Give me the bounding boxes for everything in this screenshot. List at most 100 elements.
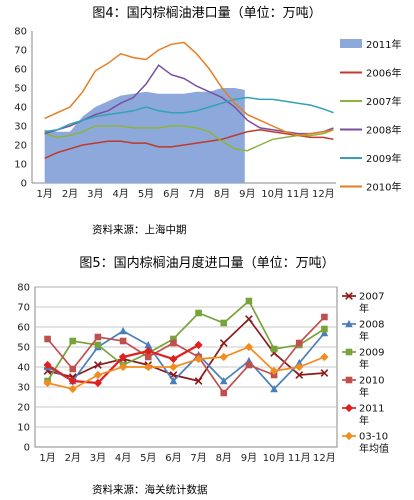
- data-point: [169, 376, 178, 385]
- series-line-2008年: [47, 330, 326, 391]
- legend-label: 2011: [359, 404, 384, 415]
- data-point: [295, 362, 304, 372]
- legend-label: 2006年: [366, 67, 401, 80]
- data-point: [244, 342, 254, 352]
- x-tick-label: 6月: [163, 188, 179, 200]
- chart-title: 图4：国内棕榈油港口量（单位：万吨）: [92, 6, 322, 21]
- data-point: [320, 328, 329, 337]
- data-point: [219, 376, 228, 385]
- chart-source: 资料来源：上海中期: [92, 224, 187, 236]
- data-point: [345, 376, 353, 384]
- x-tick-label: 10月: [261, 188, 284, 200]
- data-point: [170, 335, 177, 343]
- x-tick-label: 4月: [112, 188, 128, 200]
- x-tick-label: 5月: [140, 452, 156, 464]
- data-point: [194, 354, 203, 364]
- data-point: [194, 377, 203, 385]
- data-point: [219, 339, 228, 347]
- legend-label-cont: 年: [359, 386, 369, 399]
- legend-label: 03-10: [359, 432, 388, 443]
- data-point: [270, 345, 278, 353]
- y-tick-label: 40: [17, 363, 30, 374]
- data-point: [169, 362, 178, 372]
- chart-title: 图5：国内棕榈油月度进口量（单位：万吨）: [79, 256, 335, 271]
- legend-label-cont: 年均值: [359, 442, 389, 455]
- x-tick-label: 9月: [241, 452, 257, 464]
- legend-label-cont: 年: [359, 330, 369, 343]
- data-point: [43, 360, 52, 370]
- data-point: [295, 371, 304, 379]
- y-tick-label: 10: [14, 160, 27, 171]
- x-tick-label: 11月: [288, 452, 311, 464]
- data-point: [93, 370, 103, 380]
- data-point: [245, 297, 253, 305]
- port-inventory-chart: 0 10 20 30 40 50 60 70 80 1月 2月 3月 4月 5月 6月 7月 8月 9月 10月 11…: [14, 27, 401, 201]
- y-tick-label: 30: [17, 383, 30, 394]
- data-point: [219, 352, 228, 362]
- chart-source: 资料来源：海关统计数据: [92, 484, 208, 496]
- data-point: [69, 337, 77, 345]
- y-tick-label: 20: [14, 141, 27, 152]
- data-point: [144, 346, 153, 356]
- chart-panel-monthly-imports: 图5：国内棕榈油月度进口量（单位：万吨） 0 10 20 30 40 50 60 70 80 1月…: [0, 250, 414, 500]
- data-point: [68, 384, 77, 394]
- data-point: [144, 353, 152, 361]
- legend-label: 2010: [359, 376, 384, 387]
- series-line-2007年: [44, 125, 334, 152]
- y-tick-label: 70: [17, 303, 30, 314]
- data-point: [94, 361, 102, 369]
- data-point: [118, 362, 128, 372]
- data-point: [94, 333, 102, 341]
- data-point: [144, 362, 153, 372]
- x-tick-label: 3月: [87, 188, 103, 200]
- y-tick-label: 20: [17, 403, 30, 414]
- x-tick-label: 1月: [39, 452, 55, 464]
- x-tick-label: 6月: [165, 452, 181, 464]
- data-point: [320, 369, 329, 377]
- data-point: [220, 319, 228, 327]
- y-tick-label: 50: [17, 343, 30, 354]
- data-point: [295, 358, 304, 367]
- y-tick-label: 60: [14, 65, 27, 76]
- x-tick-label: 1月: [36, 188, 52, 200]
- x-tick-label: 8月: [214, 188, 230, 200]
- series-line-2010年: [44, 41, 334, 137]
- series-line-2007年: [47, 317, 325, 382]
- data-point: [320, 352, 329, 362]
- data-point: [269, 366, 279, 376]
- data-point: [295, 339, 303, 347]
- series-line-2009年: [46, 299, 325, 382]
- series-line-03-10年均值: [47, 346, 325, 390]
- data-point: [169, 354, 178, 364]
- data-point: [119, 337, 127, 345]
- y-tick-label: 70: [14, 46, 27, 57]
- data-point: [118, 352, 128, 362]
- legend-label-cont: 年: [359, 302, 369, 315]
- data-point: [245, 315, 253, 323]
- legend-label: 2009: [359, 348, 384, 359]
- x-tick-label: 4月: [115, 452, 131, 464]
- x-tick-label: 10月: [263, 452, 286, 464]
- data-point: [345, 292, 353, 300]
- data-point: [43, 378, 52, 388]
- data-point: [220, 389, 228, 397]
- data-point: [93, 378, 103, 388]
- x-tick-label: 11月: [287, 188, 310, 200]
- x-tick-label: 8月: [216, 452, 232, 464]
- legend-label: 2008: [359, 320, 384, 331]
- y-tick-label: 0: [21, 179, 27, 190]
- legend-label: 2007年: [366, 95, 401, 108]
- data-point: [245, 361, 253, 369]
- legend-label-cont: 年: [359, 414, 369, 427]
- x-tick-label: 3月: [90, 452, 106, 464]
- legend-swatch: [340, 39, 362, 48]
- data-point: [270, 384, 278, 393]
- y-tick-label: 0: [24, 443, 30, 454]
- legend-label: 2009年: [366, 152, 401, 165]
- data-point: [94, 341, 102, 349]
- data-point: [69, 365, 77, 373]
- x-tick-label: 7月: [190, 452, 206, 464]
- data-point: [321, 313, 328, 321]
- legend-label: 2011年: [366, 38, 401, 51]
- y-tick-label: 80: [17, 283, 30, 294]
